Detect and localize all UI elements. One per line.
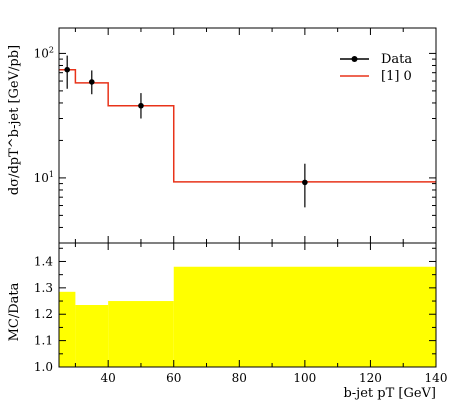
ratio-y-tick-label: 1.3 xyxy=(34,281,53,295)
ratio-x-tick-label: 80 xyxy=(232,371,247,385)
mc-histogram-line xyxy=(59,68,436,183)
legend-mc-label: [1] 0 xyxy=(381,69,412,84)
ratio-x-tick-label: 40 xyxy=(101,371,116,385)
data-point xyxy=(138,102,144,109)
ratio-band-segment xyxy=(59,291,76,367)
top-plot-frame xyxy=(58,27,437,244)
ratio-band-segment xyxy=(173,266,436,367)
top-y-tick-label: 101 xyxy=(34,170,54,185)
ratio-y-axis-title: MC/Data xyxy=(7,282,22,341)
ratio-y-tick-label: 1.4 xyxy=(34,254,53,268)
ratio-panel: 1.01.11.21.31.4 40 60 80 100 120 140 MC/Data … xyxy=(7,242,448,401)
legend-data-marker xyxy=(351,56,358,62)
ratio-x-tick-label: 60 xyxy=(166,371,181,385)
ratio-band-segment xyxy=(75,305,109,367)
data-point xyxy=(302,179,308,186)
top-y-tick-label: 102 xyxy=(34,45,54,60)
ratio-x-tick-label: 140 xyxy=(425,371,448,385)
ratio-x-ticks: 40 60 80 100 120 140 xyxy=(74,243,448,385)
data-point xyxy=(88,79,95,85)
ratio-y-tick-label: 1.1 xyxy=(34,334,53,348)
legend: Data [1] 0 xyxy=(340,52,412,84)
top-y-ticks: 101 102 xyxy=(34,45,436,244)
ratio-x-tick-label: 100 xyxy=(293,371,316,385)
legend-data-label: Data xyxy=(381,52,412,67)
top-y-axis-title: dσ/dpT^b-jet [GeV/pb] xyxy=(7,45,22,195)
ratio-plot-frame xyxy=(58,242,437,368)
ratio-band-segment xyxy=(108,301,174,367)
top-data-layer xyxy=(59,55,436,208)
ratio-y-tick-label: 1.0 xyxy=(34,360,53,374)
ratio-y-ticks: 1.0 1.1 1.2 1.3 1.4 xyxy=(34,247,436,374)
cross-section-panel: 101 102 dσ/dpT^b-jet [GeV/pb] Data [1] 0 xyxy=(7,27,437,244)
ratio-band-layer xyxy=(59,266,436,367)
x-axis-title: b-jet pT [GeV] xyxy=(343,386,436,401)
data-point xyxy=(64,66,70,73)
ratio-y-tick-label: 1.2 xyxy=(34,307,53,321)
ratio-x-tick-label: 120 xyxy=(359,371,382,385)
top-x-ticks xyxy=(74,28,437,243)
